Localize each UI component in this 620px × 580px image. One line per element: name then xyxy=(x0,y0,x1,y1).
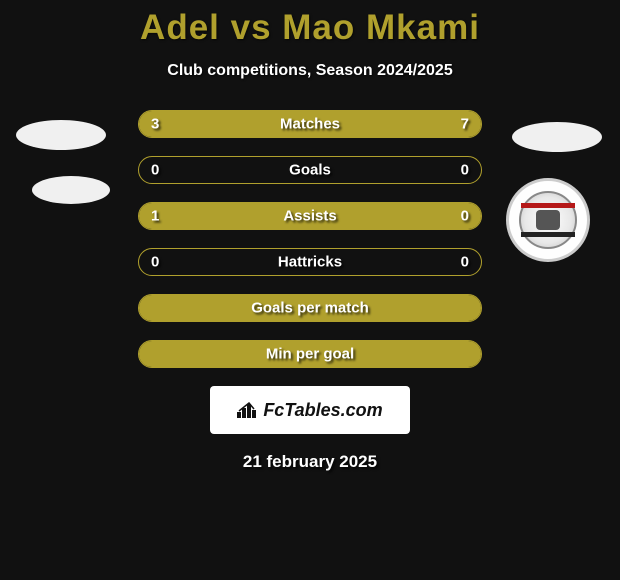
stat-row: 10Assists xyxy=(138,202,482,230)
comparison-content: 37Matches 00Goals 10Assists 00Hattricks Goal… xyxy=(0,110,620,472)
left-player-marker-2 xyxy=(32,176,110,204)
stat-label: Goals xyxy=(139,162,481,179)
club-badge-icon xyxy=(519,191,577,249)
brand-badge: FcTables.com xyxy=(210,386,410,434)
stat-bars: 37Matches 00Goals 10Assists 00Hattricks Goal… xyxy=(138,110,482,368)
stat-row: Goals per match xyxy=(138,294,482,322)
right-club-badge xyxy=(506,178,590,262)
left-player-marker-1 xyxy=(16,120,106,150)
stat-label: Min per goal xyxy=(139,346,481,363)
stat-label: Goals per match xyxy=(139,300,481,317)
stat-row: Min per goal xyxy=(138,340,482,368)
bars-icon xyxy=(237,402,257,418)
right-player-marker-1 xyxy=(512,122,602,152)
stat-row: 37Matches xyxy=(138,110,482,138)
stat-label: Matches xyxy=(139,116,481,133)
stat-row: 00Hattricks xyxy=(138,248,482,276)
page-title: Adel vs Mao Mkami xyxy=(0,0,620,48)
page-subtitle: Club competitions, Season 2024/2025 xyxy=(0,62,620,80)
brand-text: FcTables.com xyxy=(263,400,382,421)
stat-row: 00Goals xyxy=(138,156,482,184)
stat-label: Assists xyxy=(139,208,481,225)
stat-label: Hattricks xyxy=(139,254,481,271)
comparison-date: 21 february 2025 xyxy=(0,452,620,472)
